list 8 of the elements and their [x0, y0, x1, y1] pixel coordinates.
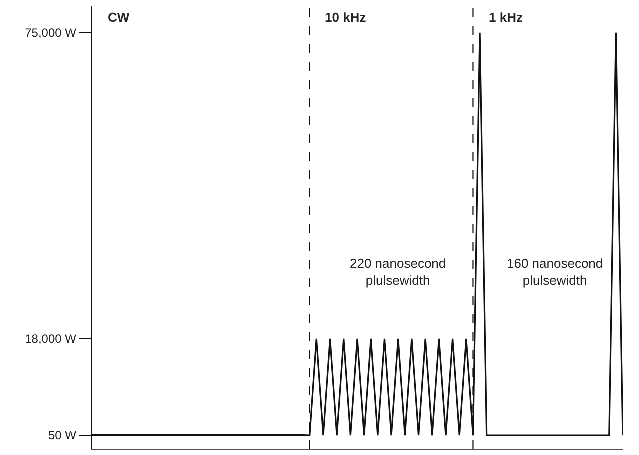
y-tick-label: 50 W: [48, 428, 78, 443]
y-tick-label: 75,000 W: [25, 26, 78, 40]
annotation: 1 kHz: [489, 10, 524, 25]
y-tick-label: 18,000 W: [25, 332, 78, 346]
annotation: 10 kHz: [325, 10, 367, 25]
annotation: 160 nanosecond plulsewidth: [507, 256, 604, 288]
annotation: 220 nanosecond plulsewidth: [350, 256, 446, 288]
annotation: CW: [108, 10, 130, 25]
